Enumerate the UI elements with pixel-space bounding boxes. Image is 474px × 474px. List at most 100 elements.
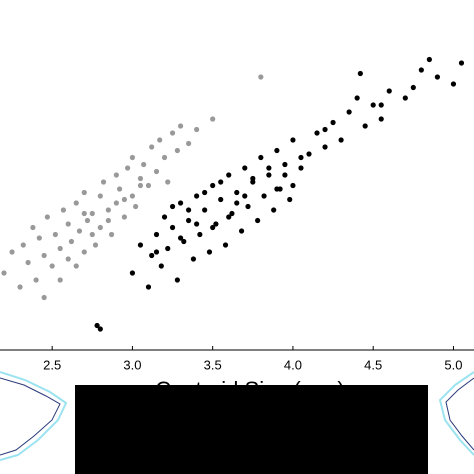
point xyxy=(218,196,224,203)
point xyxy=(129,154,136,161)
point xyxy=(97,224,103,231)
point xyxy=(116,186,123,192)
point xyxy=(121,196,127,203)
point xyxy=(190,256,197,262)
point xyxy=(89,210,95,217)
x-tick-label: 3.5 xyxy=(204,357,222,372)
x-tick-label: 5.0 xyxy=(444,357,462,372)
right-diagram xyxy=(438,371,474,456)
point xyxy=(210,224,216,231)
point xyxy=(129,270,136,276)
point xyxy=(57,277,63,283)
point xyxy=(133,203,139,210)
point xyxy=(202,207,208,213)
point xyxy=(402,95,408,101)
point xyxy=(314,130,320,136)
point xyxy=(52,231,58,238)
point xyxy=(141,161,147,168)
point xyxy=(226,172,232,178)
point xyxy=(386,88,392,94)
point xyxy=(274,147,280,154)
point xyxy=(81,210,87,217)
point xyxy=(169,224,176,231)
point xyxy=(161,154,168,161)
point xyxy=(378,102,384,108)
point xyxy=(210,182,216,189)
point xyxy=(274,186,280,192)
point xyxy=(346,109,352,115)
point xyxy=(194,193,200,199)
point xyxy=(186,140,192,147)
point xyxy=(153,168,160,175)
x-tick-label: 4.5 xyxy=(364,357,382,372)
point xyxy=(354,95,360,101)
point xyxy=(158,263,164,269)
point xyxy=(434,74,441,80)
point xyxy=(73,200,79,206)
point xyxy=(149,252,155,259)
point xyxy=(73,263,79,269)
point xyxy=(282,161,288,168)
point xyxy=(177,235,184,241)
point xyxy=(410,84,416,91)
point xyxy=(298,165,304,171)
point xyxy=(242,165,248,171)
point xyxy=(41,252,47,259)
point xyxy=(105,207,111,213)
point xyxy=(186,217,192,224)
point xyxy=(242,193,248,199)
point xyxy=(322,126,328,133)
point xyxy=(17,284,23,290)
point xyxy=(165,179,171,185)
point xyxy=(68,238,75,245)
point xyxy=(137,182,144,189)
point xyxy=(238,228,245,234)
left-diagram xyxy=(0,371,68,461)
outline xyxy=(0,377,61,456)
point xyxy=(121,214,127,220)
point xyxy=(370,102,376,108)
point xyxy=(174,147,180,154)
point xyxy=(169,130,176,136)
point xyxy=(258,154,264,161)
point xyxy=(129,193,136,199)
point xyxy=(149,144,155,150)
point xyxy=(97,326,103,332)
point xyxy=(161,214,168,220)
point xyxy=(229,210,235,217)
point xyxy=(426,56,432,63)
point xyxy=(194,126,200,133)
point xyxy=(137,242,144,248)
point xyxy=(271,207,277,213)
point xyxy=(181,238,187,245)
point xyxy=(330,119,336,126)
point xyxy=(418,67,424,73)
point xyxy=(234,200,240,206)
point xyxy=(165,245,171,252)
point xyxy=(362,123,368,129)
point xyxy=(322,144,328,150)
point xyxy=(169,203,176,210)
point xyxy=(287,196,293,203)
x-tick-label: 2.5 xyxy=(43,357,61,372)
point xyxy=(357,70,363,77)
outline xyxy=(0,371,68,461)
point xyxy=(9,249,15,255)
point xyxy=(202,189,208,196)
point xyxy=(44,214,50,220)
point xyxy=(218,179,224,185)
point xyxy=(266,165,272,171)
point xyxy=(113,200,119,206)
point xyxy=(290,137,296,143)
point xyxy=(20,242,26,248)
point xyxy=(290,182,296,189)
point xyxy=(94,322,100,329)
point xyxy=(65,221,71,227)
point xyxy=(174,277,180,283)
point xyxy=(186,207,192,213)
point xyxy=(105,217,111,224)
point xyxy=(450,81,457,87)
point xyxy=(177,200,184,206)
